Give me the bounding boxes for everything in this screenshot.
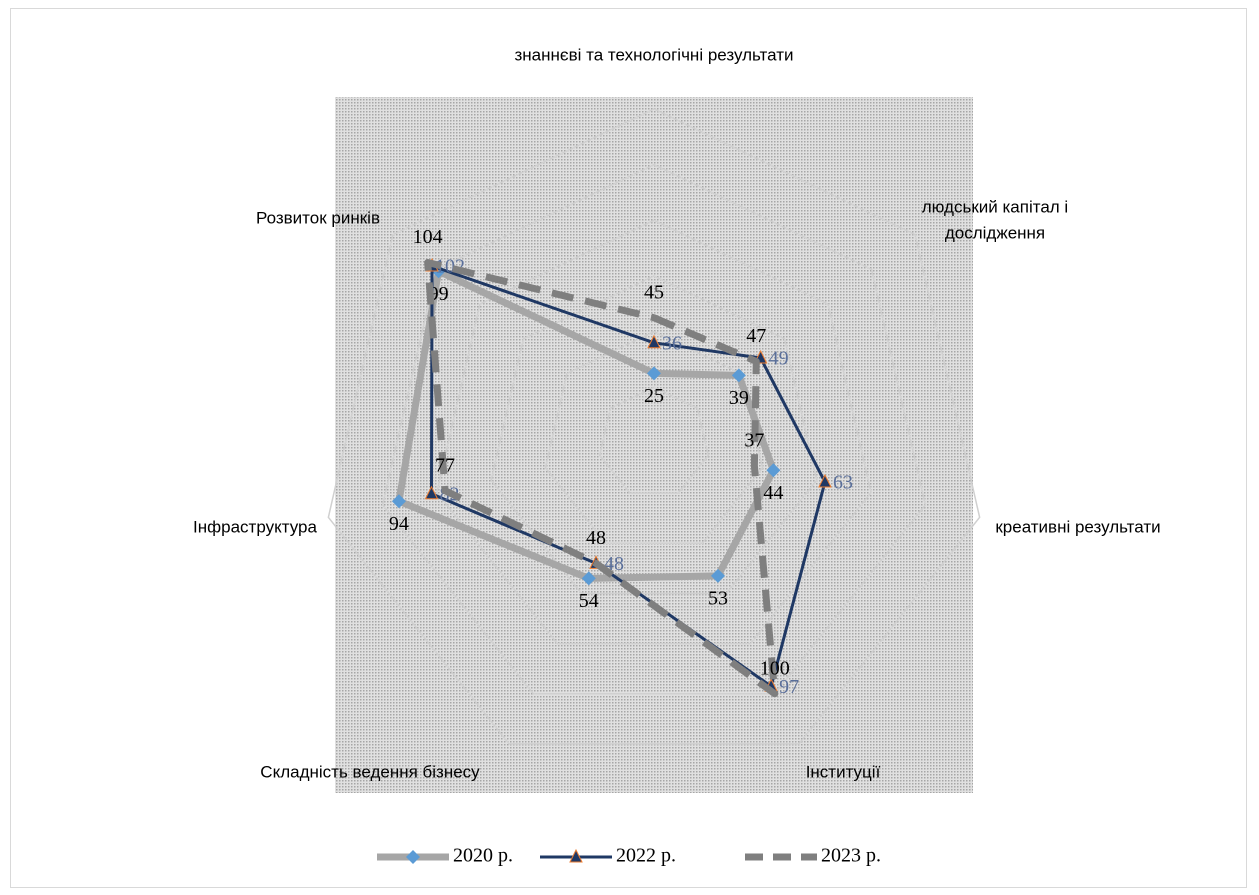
axis-label: Складність ведення бізнесу bbox=[260, 762, 480, 782]
data-label: 53 bbox=[708, 588, 728, 610]
data-label: 77 bbox=[435, 454, 455, 476]
data-label: 54 bbox=[579, 590, 599, 612]
axis-label: Розвиток ринків bbox=[256, 208, 380, 228]
grid-ring bbox=[327, 108, 981, 745]
marker bbox=[772, 691, 777, 696]
series-line bbox=[424, 259, 779, 698]
marker bbox=[406, 850, 420, 864]
marker bbox=[766, 463, 781, 478]
marker bbox=[391, 494, 406, 509]
marker bbox=[752, 463, 757, 468]
marker bbox=[594, 561, 599, 566]
axis-label: Інфраструктура bbox=[193, 517, 317, 537]
data-label: 36 bbox=[662, 332, 682, 354]
marker bbox=[425, 260, 430, 265]
legend-label: 2020 р. bbox=[453, 845, 513, 867]
legend-label: 2022 р. bbox=[616, 845, 676, 867]
grid-ring bbox=[598, 386, 710, 494]
grid-ring bbox=[490, 275, 818, 595]
marker bbox=[647, 366, 661, 381]
data-label: 94 bbox=[389, 513, 409, 535]
data-label: 25 bbox=[644, 385, 664, 407]
data-label: 97 bbox=[779, 676, 799, 698]
data-label: 44 bbox=[763, 482, 783, 504]
marker bbox=[652, 315, 656, 320]
data-label: 45 bbox=[644, 281, 664, 303]
marker bbox=[569, 848, 583, 863]
marker bbox=[581, 571, 596, 586]
chart-frame bbox=[10, 8, 1247, 888]
data-label: 49 bbox=[769, 348, 789, 370]
data-label: 100 bbox=[760, 657, 790, 679]
grid-ring bbox=[381, 163, 927, 695]
data-label: 104 bbox=[413, 226, 443, 248]
marker bbox=[754, 359, 759, 364]
axis-label: людський капітал і дослідження bbox=[921, 197, 1069, 243]
data-label: 63 bbox=[833, 472, 853, 494]
marker bbox=[424, 485, 439, 500]
marker bbox=[818, 473, 832, 488]
axis-label: креативні результати bbox=[995, 517, 1161, 537]
marker bbox=[647, 334, 661, 349]
marker bbox=[443, 488, 448, 493]
data-label: 37 bbox=[744, 430, 764, 452]
plot-area bbox=[335, 97, 973, 793]
axis-label: знаннєві та технологічні результати bbox=[514, 45, 794, 65]
marker bbox=[731, 368, 746, 383]
data-label: 48 bbox=[586, 527, 606, 549]
data-label: 39 bbox=[729, 387, 749, 409]
legend-label: 2023 р. bbox=[821, 845, 881, 867]
grid-ring bbox=[436, 219, 872, 645]
axis-label: Інституції bbox=[805, 762, 881, 782]
data-label: 47 bbox=[746, 325, 766, 347]
marker bbox=[711, 568, 726, 583]
